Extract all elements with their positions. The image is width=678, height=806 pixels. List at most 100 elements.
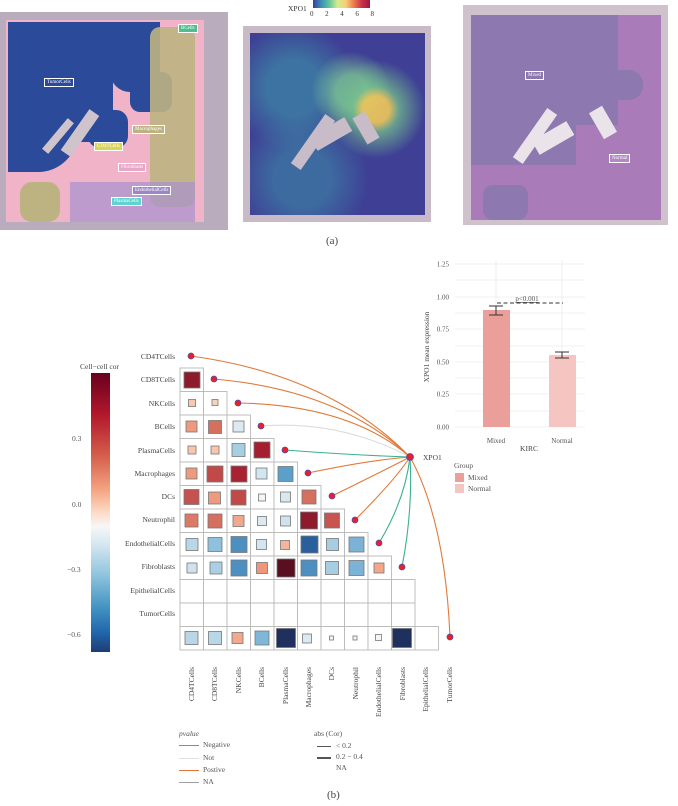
pvalue-swatch-negative [179,745,199,747]
legend-label-mixed: Mixed [468,473,488,482]
xpo1-legend-title: XPO1 [288,4,307,13]
panel-a-label: (a) [326,235,339,247]
svg-text:TumorCells: TumorCells [139,609,175,618]
link-fibroblasts [401,456,412,568]
link-plasmacells [284,449,411,458]
map-label-endothelialcells: EndothelialCells [132,186,172,195]
xpo1-tick: 2 [325,10,329,18]
link-nodes [187,352,454,641]
map-label-normal: Normal [609,154,631,163]
map-label-plasmacells: PlasmaCells [111,197,142,206]
xpo1-colorbar [313,0,370,8]
legend-swatch-mixed [455,473,464,482]
colorbar-tick: 0.3 [72,434,82,443]
xpo1-tick: 6 [355,10,359,18]
bar-chart-ylabel: XPO1 mean expression [422,311,431,382]
cell-correlation-heatmap: CD4TCells CD8TCells NKCells BCells Plasm… [125,352,454,717]
svg-text:EpithelialCells: EpithelialCells [421,667,430,712]
xpo1-tick: 0 [310,10,314,18]
svg-text:Macrophages: Macrophages [304,667,313,707]
map-label-bcells: BCells [178,24,198,33]
svg-text:NKCells: NKCells [149,399,175,408]
abscor-legend-title: abs (Cor) [314,729,343,738]
svg-text:EndothelialCells: EndothelialCells [125,539,175,548]
svg-text:BCells: BCells [155,422,176,431]
link-cd4tcells [190,355,411,458]
pvalue-label-negative: Negative [203,740,231,749]
column-labels: CD4TCells CD8TCells NKCells BCells Plasm… [187,667,454,717]
xpo1-expression-spatial-map [243,26,431,222]
panel-b-label: (b) [327,789,340,801]
svg-text:DCs: DCs [162,492,175,501]
map-label-cd4tcells: CD4TCells [94,142,123,151]
colorbar-tick: −0.3 [67,565,81,574]
xpo1-expression-legend: XPO1 0 2 4 6 8 [288,0,388,22]
svg-text:CD4TCells: CD4TCells [187,667,196,701]
pvalue-annotation: p<0.001 [515,295,539,303]
bar-chart-y-ticks: 1.25 1.00 0.75 0.50 0.25 0.00 [437,261,450,432]
abscor-label-lt02: < 0.2 [336,741,352,750]
bar-mixed [483,310,510,427]
svg-text:1.00: 1.00 [437,294,450,302]
map-label-mixed: Mixed [525,71,545,80]
svg-text:CD4TCells: CD4TCells [141,352,175,361]
xpo1-bar-chart: 1.25 1.00 0.75 0.50 0.25 0.00 XPO1 mean … [422,260,585,453]
xpo1-tick: 4 [340,10,344,18]
svg-text:Macrophages: Macrophages [135,469,175,478]
colorbar-tick: −0.6 [67,630,81,639]
link-neutrophil [354,456,411,521]
map-label-macrophages: Macrophages [132,125,165,134]
xpo1-links [190,355,451,638]
svg-text:0.50: 0.50 [437,359,450,367]
macrophage-region [150,27,195,207]
map-label-tumorcells: TumorCells [44,78,74,87]
bar-chart-xlabel: KIRC [520,444,538,453]
svg-text:Fibroblasts: Fibroblasts [142,562,175,571]
abscor-swatch-02-04 [317,757,331,759]
pvalue-swatch-not [179,758,199,760]
svg-text:EpithelialCells: EpithelialCells [130,586,175,595]
group-spatial-map: Mixed Normal [463,5,668,225]
colorbar-tick: 0.0 [72,500,82,509]
svg-text:0.75: 0.75 [437,326,450,334]
svg-text:1.25: 1.25 [437,261,450,269]
svg-text:PlasmaCells: PlasmaCells [281,667,290,704]
svg-text:CD8TCells: CD8TCells [141,375,175,384]
link-nkcells [237,402,411,458]
legend-label-normal: Normal [468,484,491,493]
pvalue-label-positive: Postive [203,765,226,774]
x-tick-normal: Normal [551,437,572,445]
svg-text:PlasmaCells: PlasmaCells [138,446,175,455]
svg-text:BCells: BCells [257,667,266,688]
link-endothelialcells [378,456,411,544]
link-bcells [260,424,411,458]
xpo1-tick: 8 [370,10,375,18]
xpo1-node [406,453,414,461]
row-labels: CD4TCells CD8TCells NKCells BCells Plasm… [125,352,175,618]
xpo1-node-label: XPO1 [423,453,442,462]
abscor-label-na: NA [336,763,347,772]
legend-swatch-normal [455,484,464,493]
x-tick-mixed: Mixed [487,437,506,445]
correlation-squares [183,371,412,648]
pvalue-legend-title: pvalue [179,729,199,738]
abscor-swatch-lt02 [317,746,331,747]
svg-text:0.00: 0.00 [437,424,450,432]
link-dcs [331,456,411,497]
link-tumorcells [409,456,451,638]
link-cd8tcells [213,378,411,458]
celltype-spatial-map: BCells TumorCells Macrophages CD4TCells … [0,12,228,230]
svg-text:NKCells: NKCells [234,667,243,693]
svg-text:DCs: DCs [327,667,336,680]
group-legend-title: Group [454,461,474,470]
pvalue-swatch-positive [179,770,199,772]
link-macrophages [307,456,411,474]
map-label-fibroblasts: Fibroblasts [118,163,147,172]
svg-text:TumorCells: TumorCells [445,667,454,703]
svg-text:EndothelialCells: EndothelialCells [374,667,383,717]
bar-normal [549,355,576,427]
error-bars [489,305,569,359]
svg-text:Fibroblasts: Fibroblasts [398,667,407,700]
pvalue-swatch-na [179,782,199,784]
svg-text:Neutrophil: Neutrophil [143,515,176,524]
